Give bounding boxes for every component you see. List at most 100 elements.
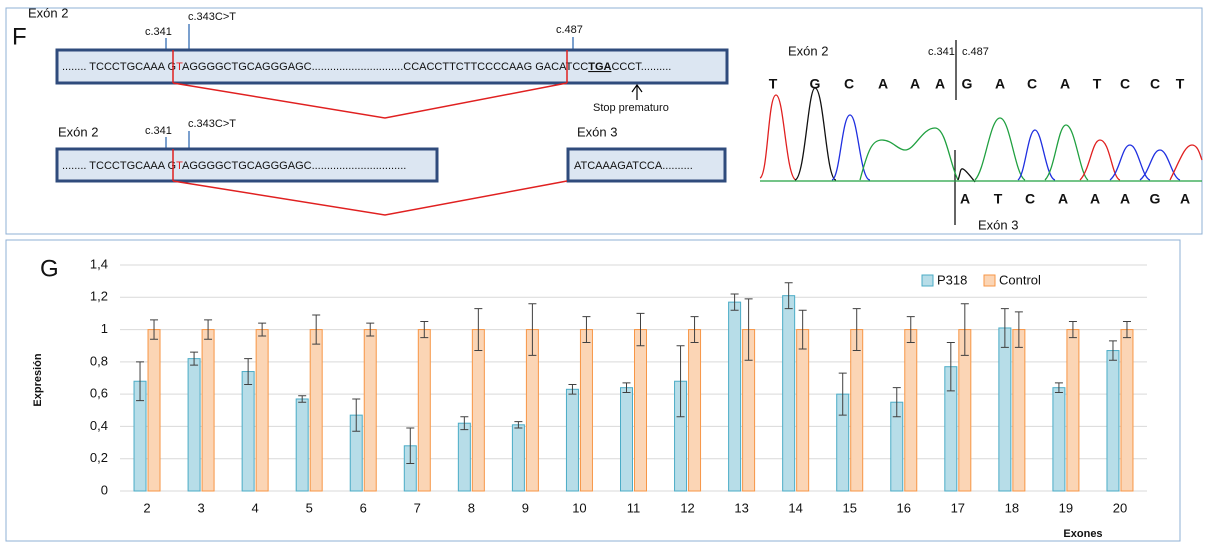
base-call: G — [962, 76, 973, 92]
x-tick-label: 13 — [734, 500, 748, 515]
bar — [851, 330, 863, 491]
x-tick-label: 14 — [788, 500, 802, 515]
base-call: A — [910, 76, 920, 92]
base-call: A — [878, 76, 888, 92]
panel-label: F — [12, 23, 27, 50]
legend-label: P318 — [937, 272, 967, 287]
base-call: T — [1093, 76, 1102, 92]
base-call: A — [1120, 191, 1130, 207]
position-label: c.341 — [928, 46, 955, 58]
seq-part: CCCT.......... — [611, 61, 671, 73]
base-call: C — [1027, 76, 1037, 92]
seq-part: AGGGGCTGCAGGGAGC........................… — [182, 61, 588, 73]
bar — [256, 330, 268, 491]
base-call: T — [769, 76, 778, 92]
bar — [905, 330, 917, 491]
bar — [364, 330, 376, 491]
x-tick-label: 19 — [1059, 500, 1073, 515]
base-call: A — [1060, 76, 1070, 92]
y-axis-label: Expresión — [32, 353, 44, 406]
legend-swatch — [984, 275, 995, 286]
base-call: G — [810, 76, 821, 92]
panel-frame — [6, 8, 1202, 234]
bar — [999, 328, 1011, 491]
x-tick-label: 2 — [143, 500, 150, 515]
base-call: T — [1176, 76, 1185, 92]
bar — [202, 330, 214, 491]
base-call: A — [1090, 191, 1100, 207]
bar — [296, 399, 308, 491]
x-tick-label: 12 — [680, 500, 694, 515]
x-tick-label: 10 — [572, 500, 586, 515]
bar — [1013, 330, 1025, 491]
trace — [795, 88, 836, 180]
base-call: C — [1150, 76, 1160, 92]
exon-label: Exón 3 — [978, 217, 1018, 232]
trace — [760, 95, 796, 180]
bar — [310, 330, 322, 491]
legend-label: Control — [999, 272, 1041, 287]
panel-label: G — [40, 255, 59, 282]
x-tick-label: 5 — [306, 500, 313, 515]
exon-label: Exón 2 — [788, 43, 828, 58]
bar — [1107, 351, 1119, 491]
legend-swatch — [922, 275, 933, 286]
x-tick-label: 11 — [627, 500, 641, 515]
position-label: c.341 — [145, 125, 172, 137]
x-tick-label: 15 — [842, 500, 856, 515]
x-tick-label: 16 — [897, 500, 911, 515]
bar — [580, 330, 592, 491]
bar — [1121, 330, 1133, 491]
bar — [472, 330, 484, 491]
sequence: ........ TCCCTGCAAA GTAGGGGCTGCAGGGAGC..… — [62, 61, 671, 73]
stop-label: Stop prematuro — [593, 102, 669, 114]
bar — [635, 330, 647, 491]
bar — [512, 425, 524, 491]
base-call: A — [935, 76, 945, 92]
y-tick-label: 0,4 — [90, 418, 108, 433]
trace — [958, 169, 975, 182]
y-tick-label: 0 — [101, 482, 108, 497]
x-tick-label: 6 — [360, 500, 367, 515]
bar — [418, 330, 430, 491]
base-call: A — [995, 76, 1005, 92]
bar — [1053, 388, 1065, 491]
base-call: A — [1058, 191, 1068, 207]
x-tick-label: 3 — [197, 500, 204, 515]
trace — [860, 128, 958, 180]
panel-f: F Exón 2 c.341 c.343C>T c.487 ........ T… — [12, 5, 1202, 232]
x-tick-label: 18 — [1005, 500, 1019, 515]
sequence: ATCAAAGATCCA.......... — [574, 160, 693, 172]
bar — [566, 389, 578, 491]
splice-line — [173, 181, 567, 215]
base-call: G — [1150, 191, 1161, 207]
bar — [242, 372, 254, 491]
bar — [797, 330, 809, 491]
x-tick-label: 9 — [522, 500, 529, 515]
position-label: c.341 — [145, 26, 172, 38]
base-call: C — [1120, 76, 1130, 92]
bar — [148, 330, 160, 491]
exon-label: Exón 2 — [28, 5, 68, 20]
x-tick-label: 20 — [1113, 500, 1127, 515]
base-call: A — [1180, 191, 1190, 207]
y-tick-label: 1 — [101, 321, 108, 336]
bar — [783, 296, 795, 491]
seq-part: AGGGGCTGCAGGGAGC........................… — [182, 160, 406, 172]
trace — [975, 118, 1025, 180]
traces — [760, 88, 1202, 182]
figure: F Exón 2 c.341 c.343C>T c.487 ........ T… — [0, 0, 1205, 542]
seq-part: ........ TCCCTGCAAA G — [62, 61, 176, 73]
x-tick-label: 4 — [252, 500, 259, 515]
bar — [458, 423, 470, 491]
base-call: C — [1025, 191, 1035, 207]
base-call: T — [994, 191, 1003, 207]
y-tick-label: 1,4 — [90, 256, 108, 271]
x-tick-label: 8 — [468, 500, 475, 515]
stop-codon: TGA — [588, 61, 611, 73]
splice-line — [173, 83, 567, 118]
y-tick-label: 0,2 — [90, 450, 108, 465]
position-label: c.343C>T — [188, 11, 236, 23]
y-tick-label: 1,2 — [90, 289, 108, 304]
trace — [832, 115, 870, 180]
